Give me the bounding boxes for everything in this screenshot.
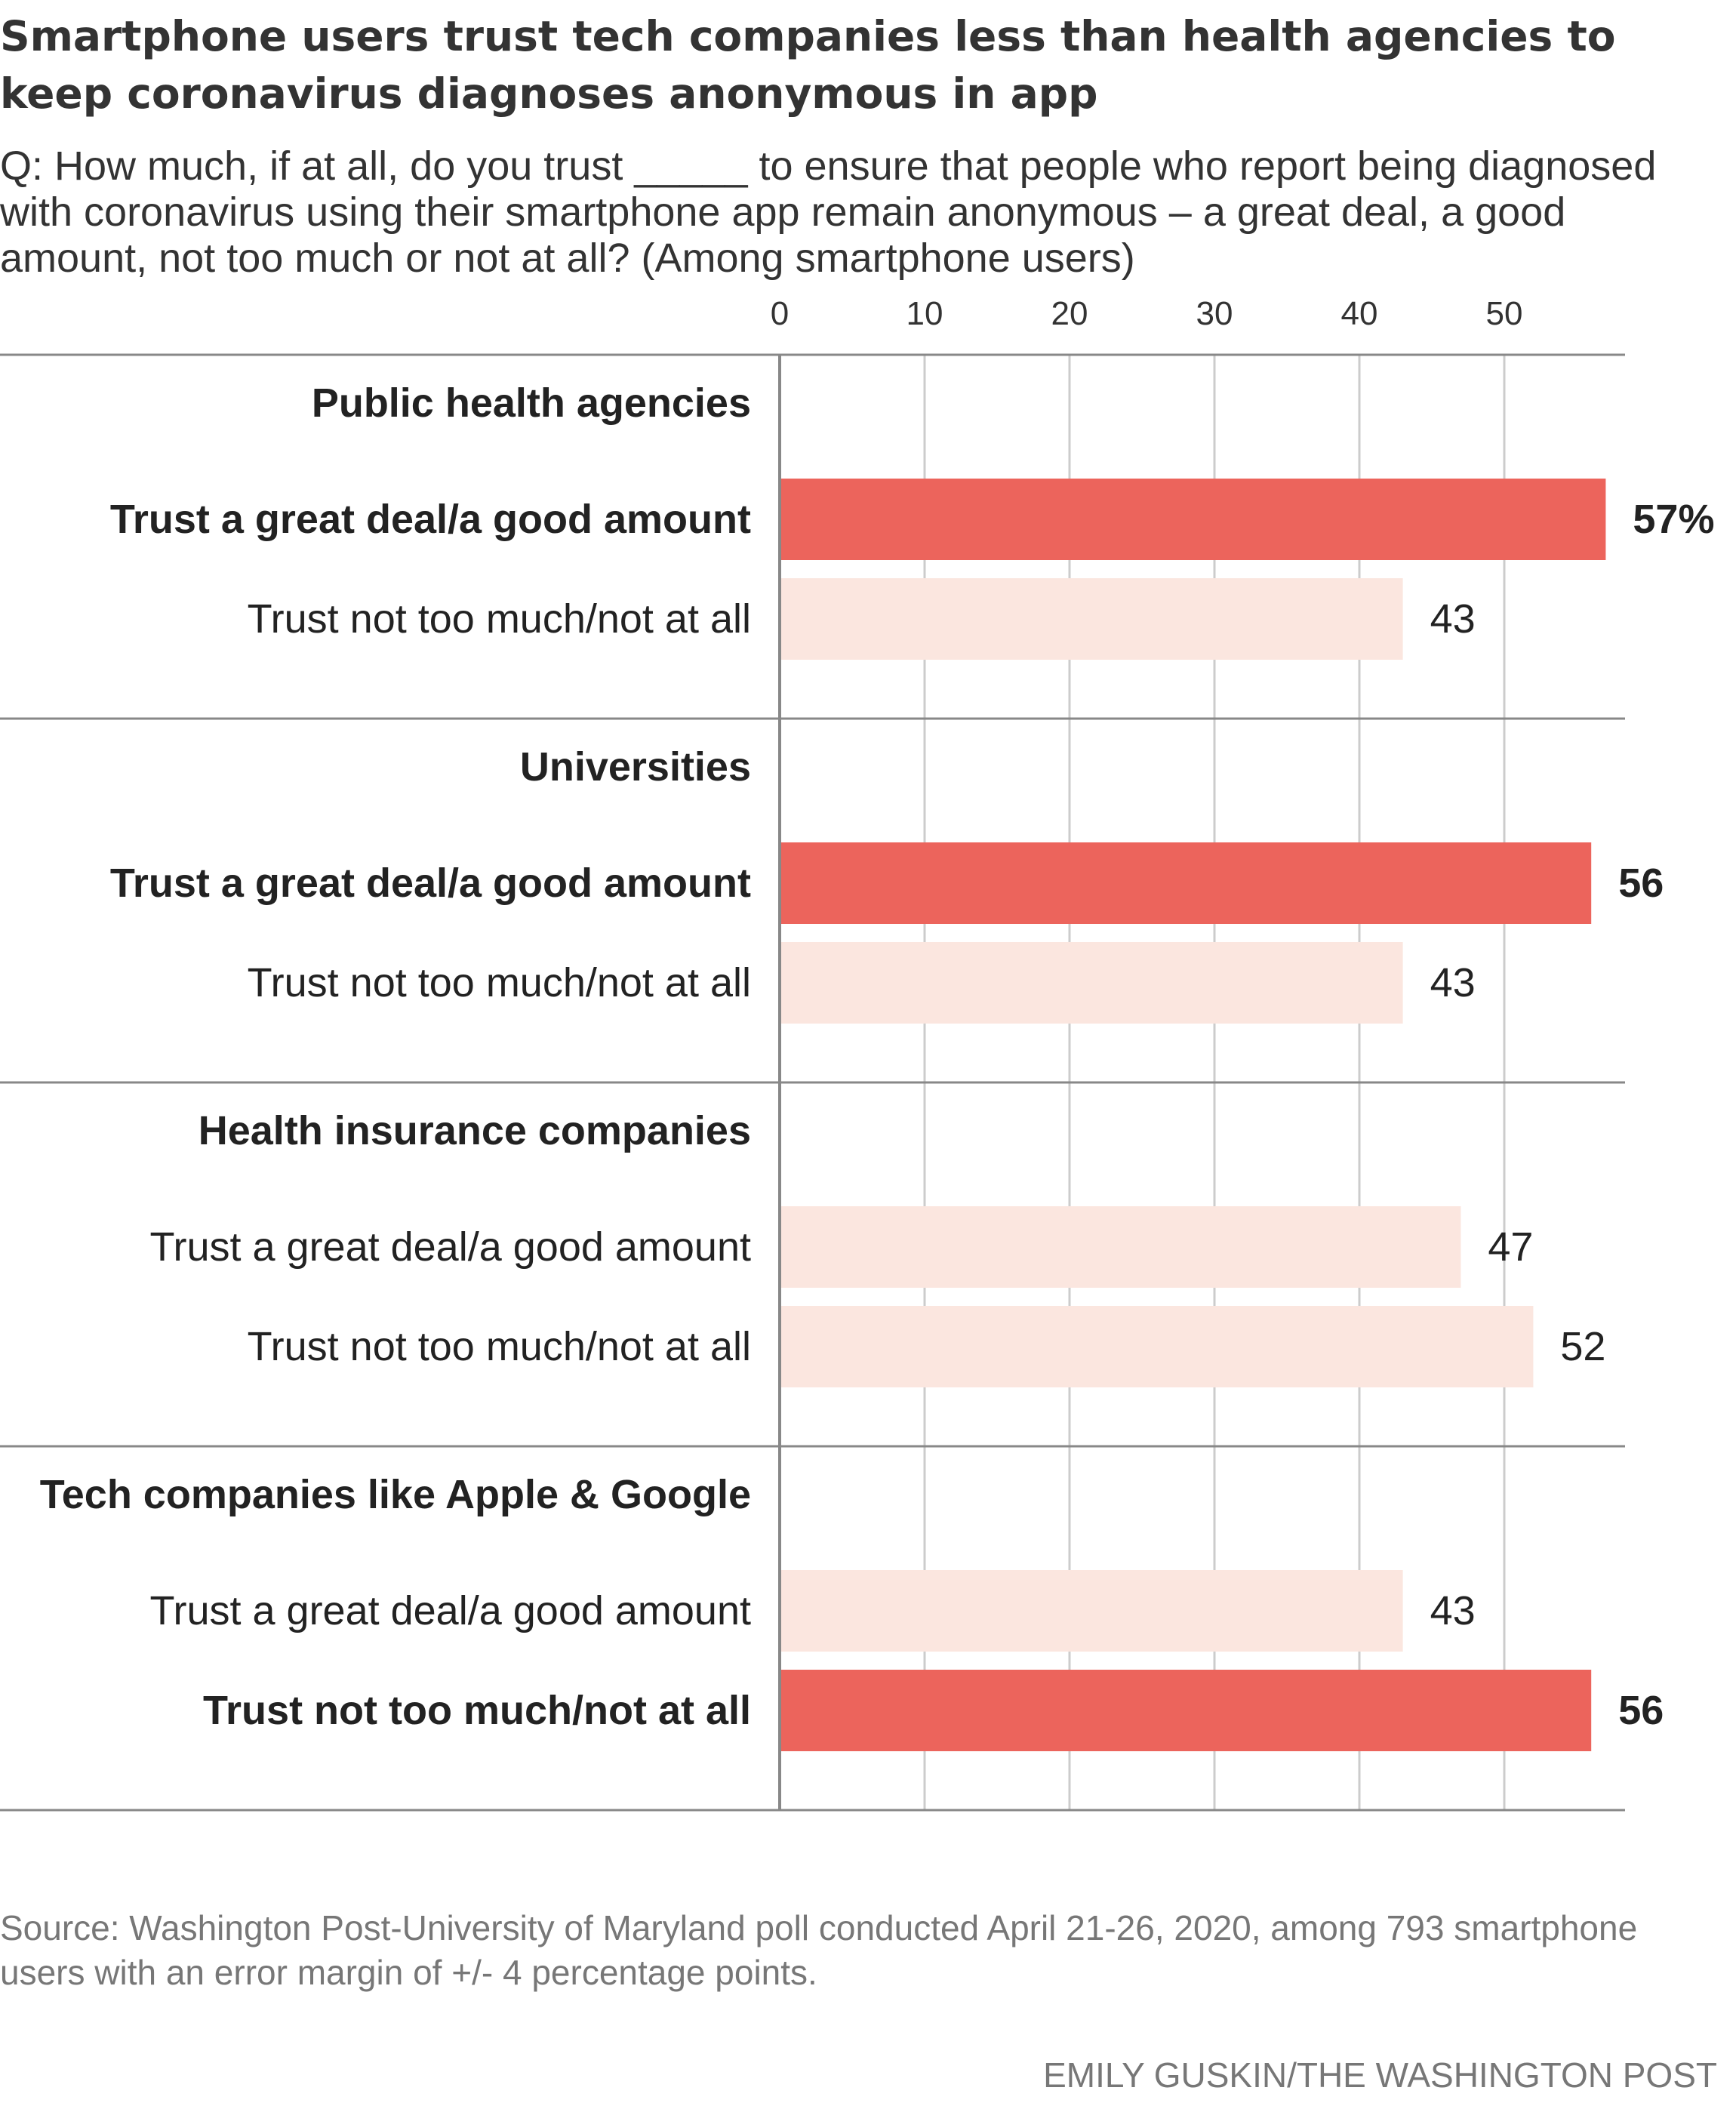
- bar-value-label: 52: [1560, 1324, 1605, 1369]
- chart-title: Smartphone users trust tech companies le…: [0, 12, 1616, 118]
- bar-category-label: Trust a great deal/a good amount: [150, 1224, 752, 1270]
- bar-category-label: Trust not too much/not at all: [203, 1688, 751, 1733]
- bar: [780, 578, 1403, 660]
- bar-category-label: Trust a great deal/a good amount: [150, 1588, 752, 1633]
- bar-category-label: Trust not too much/not at all: [248, 596, 751, 642]
- bar-chart: 0 10 20 30 40 50 Public health agencies Trust a…: [0, 295, 1714, 1812]
- bar-category-label: Trust a great deal/a good amount: [110, 497, 751, 542]
- bar: [780, 1570, 1403, 1652]
- group-label: Public health agencies: [312, 380, 751, 426]
- bar-value-label: 56: [1618, 1688, 1664, 1733]
- x-tick-label: 30: [1196, 295, 1233, 332]
- bar-value-label: 43: [1430, 960, 1476, 1005]
- bar-value-label: 57%: [1633, 497, 1714, 542]
- bar: [780, 1670, 1592, 1751]
- x-tick-label: 50: [1486, 295, 1523, 332]
- bar-value-label: 43: [1430, 596, 1476, 642]
- group-label: Universities: [520, 744, 751, 790]
- bar-category-label: Trust not too much/not at all: [248, 960, 751, 1005]
- bar-value-label: 43: [1430, 1588, 1476, 1633]
- credit-line: EMILY GUSKIN/THE WASHINGTON POST: [1043, 2055, 1717, 2095]
- x-tick-label: 40: [1341, 295, 1378, 332]
- bar: [780, 479, 1606, 560]
- bar-value-label: 56: [1618, 861, 1664, 906]
- bar: [780, 1306, 1534, 1387]
- bar: [780, 1206, 1461, 1288]
- group-label: Health insurance companies: [199, 1108, 751, 1153]
- chart-subtitle: Q: How much, if at all, do you trust ___…: [0, 143, 1657, 281]
- bar-value-label: 47: [1488, 1224, 1533, 1270]
- x-tick-label: 10: [906, 295, 943, 332]
- source-note: Source: Washington Post-University of Ma…: [0, 1908, 1638, 1992]
- bar: [780, 842, 1592, 924]
- bar-category-label: Trust not too much/not at all: [248, 1324, 751, 1369]
- x-tick-label: 20: [1051, 295, 1088, 332]
- bar-category-label: Trust a great deal/a good amount: [110, 861, 751, 906]
- x-tick-label: 0: [771, 295, 789, 332]
- bar: [780, 942, 1403, 1024]
- group-label: Tech companies like Apple & Google: [40, 1472, 751, 1517]
